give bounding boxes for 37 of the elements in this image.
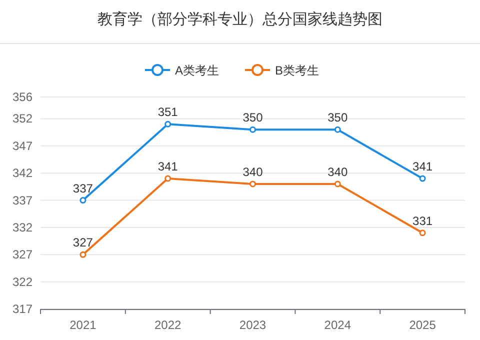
y-tick-label: 337 [12,193,33,208]
point [334,126,341,133]
data-label: 341 [412,160,433,174]
point [164,120,172,128]
data-label: 337 [72,181,94,196]
point [80,197,86,204]
y-tick-label: 327 [12,248,33,262]
point [419,175,426,182]
y-tick-label: 322 [12,274,33,289]
point [250,126,256,133]
point [334,180,341,188]
x-tick-label: 2022 [154,318,182,332]
y-tick-label: 347 [12,138,33,153]
data-label: 340 [328,164,348,179]
y-tick-label: 332 [12,220,33,234]
y-tick-label: 356 [12,90,33,104]
data-label: 350 [242,110,264,125]
legend-label: B类考生 [275,64,320,78]
x-tick-label: 2023 [239,318,266,332]
y-tick-label: 342 [12,166,33,180]
data-label: 327 [72,236,94,250]
legend-label: A类考生 [175,64,220,78]
point [164,175,172,182]
data-label: 350 [328,110,348,125]
x-tick-label: 2025 [409,318,436,332]
x-tick-label: 2021 [70,318,97,332]
chart-title: 教育学（部分学科专业）总分国家线趋势图 [98,11,382,28]
point [80,251,86,258]
data-label: 340 [242,164,264,179]
data-label: 351 [158,105,178,120]
y-tick-label: 317 [12,302,33,316]
data-label: 341 [158,160,178,174]
data-label: 331 [412,214,433,228]
point [419,230,426,236]
x-tick-label: 2024 [324,318,352,332]
y-tick-label: 352 [12,112,33,126]
point [250,180,256,188]
